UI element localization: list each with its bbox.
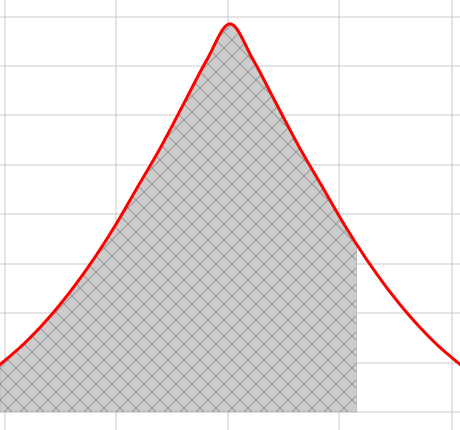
shaded-area	[0, 23, 357, 413]
distribution-curve	[0, 22, 460, 366]
